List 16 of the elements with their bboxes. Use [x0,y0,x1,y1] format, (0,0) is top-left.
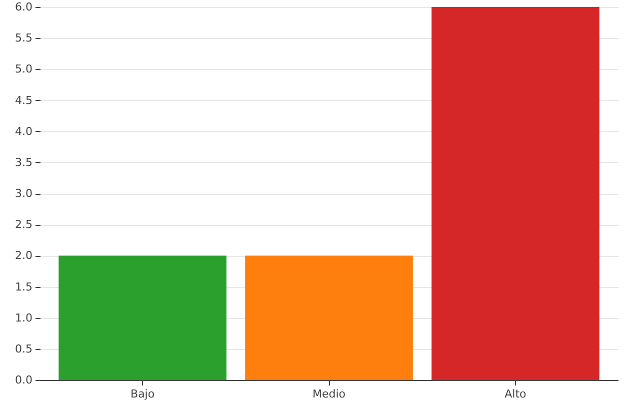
y-tick-label: 3.5 [15,156,32,169]
y-tick-label: 2.5 [15,218,32,232]
y-tick-label: 0.5 [15,342,32,356]
y-tick-label: 4.5 [15,94,32,107]
y-tick-label: 1.0 [15,311,32,324]
x-tick-label: Bajo [130,388,155,400]
x-tick-label: Alto [504,388,527,400]
y-tick-label: 3.0 [15,187,32,200]
y-tick-label: 5.5 [15,32,32,45]
x-tick-label: Medio [312,388,346,400]
y-tick-label: 1.5 [15,280,32,294]
y-tick-label: 6.0 [15,0,32,14]
y-tick-label: 5.0 [15,62,32,76]
y-tick-label: 2.0 [15,249,32,262]
y-tick-label: 0.0 [15,374,32,386]
y-tick-label: 4.0 [15,124,32,138]
